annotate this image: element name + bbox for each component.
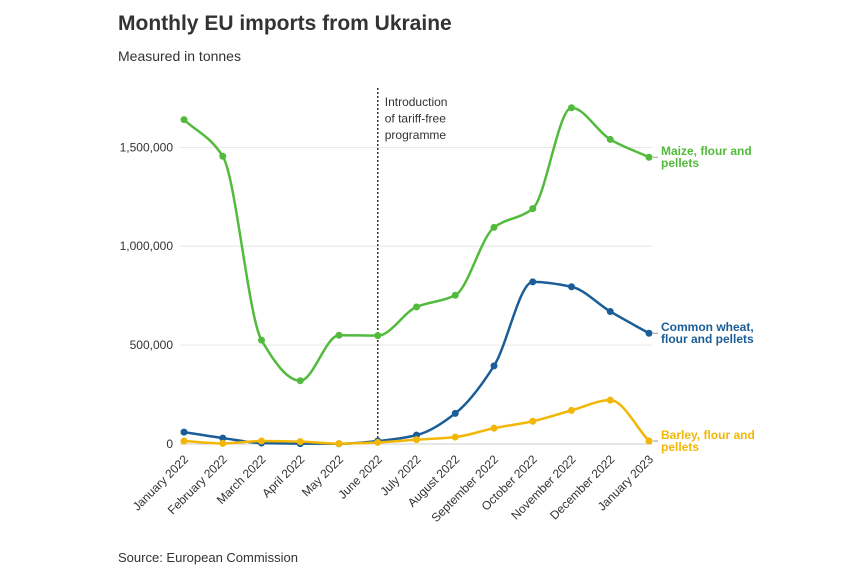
data-point xyxy=(529,417,537,425)
series-label: flour and pellets xyxy=(661,332,754,346)
data-point xyxy=(374,438,382,446)
series-lines xyxy=(180,104,653,448)
data-point xyxy=(374,332,382,340)
x-tick-label: September 2022 xyxy=(428,452,501,525)
series-label: pellets xyxy=(661,440,699,454)
data-point xyxy=(413,436,420,444)
data-point xyxy=(645,437,653,445)
data-point xyxy=(451,409,459,417)
data-point xyxy=(219,439,227,447)
data-point xyxy=(529,278,537,286)
data-point xyxy=(258,437,265,445)
data-point xyxy=(219,434,227,442)
data-point xyxy=(180,437,188,445)
data-point xyxy=(490,362,498,370)
data-point xyxy=(568,283,575,291)
data-point xyxy=(490,424,498,432)
annotation-text: programme xyxy=(385,128,447,142)
data-point xyxy=(335,331,343,339)
data-point xyxy=(529,205,537,213)
data-point xyxy=(296,438,304,446)
data-point xyxy=(219,152,227,160)
data-point xyxy=(606,307,614,315)
chart-source: Source: European Commission xyxy=(118,550,298,565)
series-label: Common wheat, xyxy=(661,320,754,334)
data-point xyxy=(568,104,575,112)
data-point xyxy=(180,116,188,124)
data-point xyxy=(606,396,614,404)
x-tick-label: April 2022 xyxy=(259,452,307,500)
chart-subtitle: Measured in tonnes xyxy=(118,48,241,64)
series-label: pellets xyxy=(661,156,699,170)
data-point xyxy=(568,406,575,414)
annotation: Introduction of tariff-free programme xyxy=(377,88,448,444)
data-point xyxy=(606,135,614,143)
series-label: Barley, flour and xyxy=(661,428,755,442)
data-point xyxy=(451,291,459,299)
data-point xyxy=(645,329,653,337)
y-tick-label: 0 xyxy=(166,437,173,451)
series-label: Maize, flour and xyxy=(661,144,752,158)
data-point xyxy=(451,433,459,441)
data-point xyxy=(296,377,304,385)
y-tick-label: 1,000,000 xyxy=(120,239,174,253)
y-tick-label: 500,000 xyxy=(130,338,174,352)
data-point xyxy=(490,223,498,231)
chart-title: Monthly EU imports from Ukraine xyxy=(118,12,452,35)
annotation-text: of tariff-free xyxy=(385,112,446,126)
series-line xyxy=(183,106,650,382)
data-point xyxy=(180,428,188,436)
data-point xyxy=(258,336,265,344)
y-axis: 0 500,000 1,000,000 1,500,000 xyxy=(120,140,174,451)
annotation-text: Introduction xyxy=(385,95,448,109)
data-point xyxy=(645,153,653,161)
y-tick-label: 1,500,000 xyxy=(120,140,174,154)
data-point xyxy=(335,440,343,448)
data-point xyxy=(413,303,420,311)
